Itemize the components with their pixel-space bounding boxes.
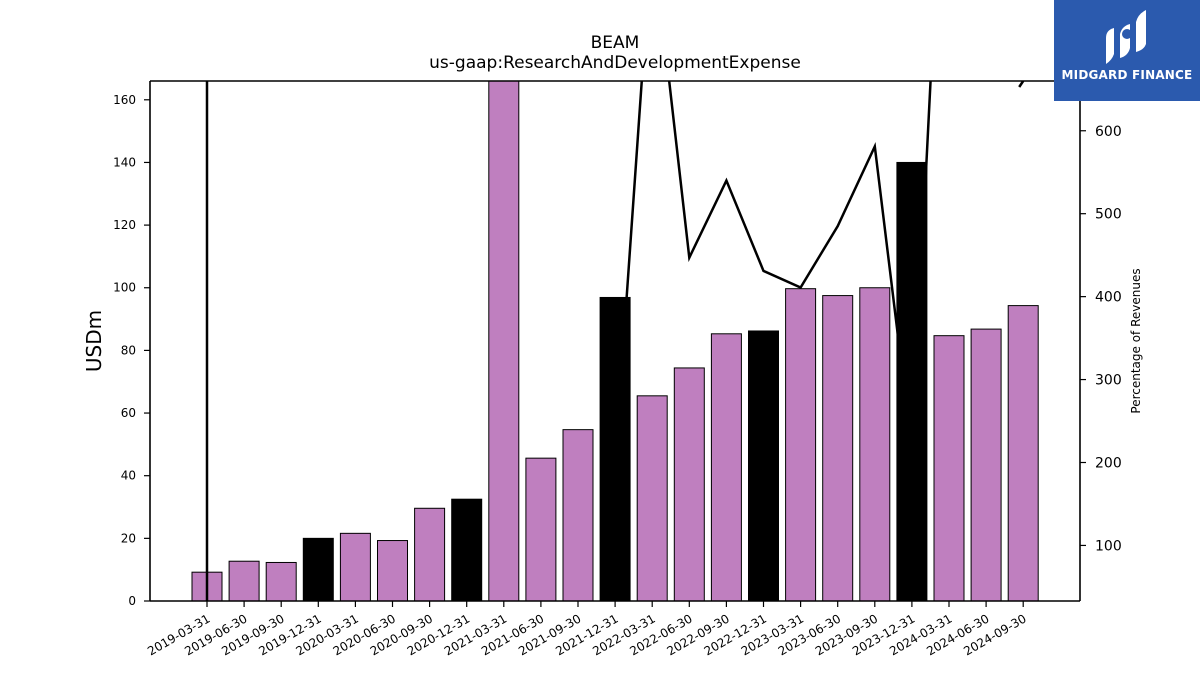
bar — [562, 429, 594, 602]
bar — [933, 335, 965, 602]
y-tick-label: 140 — [113, 155, 136, 169]
bar-group — [191, 80, 1039, 602]
chart-title: BEAM — [591, 33, 640, 53]
bar — [673, 367, 705, 602]
logo-mark-icon — [1106, 10, 1146, 64]
bar — [414, 507, 446, 602]
line-series-group — [205, 81, 1025, 601]
bar — [265, 561, 297, 602]
y2-tick-label: 100 — [1095, 538, 1122, 554]
bar — [859, 287, 891, 602]
bar — [710, 333, 742, 602]
bar — [822, 295, 854, 602]
y-tick-label: 40 — [121, 469, 136, 483]
y2-tick-label: 600 — [1095, 124, 1122, 140]
bar — [302, 537, 334, 602]
y2-tick-label: 300 — [1095, 373, 1122, 389]
y-tick-label: 20 — [121, 531, 136, 545]
y-tick-label: 80 — [121, 343, 136, 357]
bar — [636, 395, 668, 602]
bar — [339, 532, 371, 602]
bar — [525, 457, 557, 602]
y-tick-label: 160 — [113, 93, 136, 107]
y2-tick-label: 200 — [1095, 455, 1122, 471]
bar — [1007, 305, 1039, 602]
chart-subtitle: us-gaap:ResearchAndDevelopmentExpense — [429, 53, 801, 73]
y2-axis-label: Percentage of Revenues — [1129, 268, 1143, 413]
logo-text: MIDGARD FINANCE — [1061, 68, 1193, 82]
y-tick-label: 60 — [121, 406, 136, 420]
bar — [748, 330, 779, 602]
y2-tick-label: 500 — [1095, 207, 1122, 223]
bar — [451, 498, 483, 602]
bar — [488, 80, 520, 602]
y2-tick-label: 400 — [1095, 290, 1122, 306]
bar — [377, 540, 408, 602]
bar — [970, 328, 1002, 602]
bar — [785, 288, 817, 602]
y-tick-label: 120 — [113, 218, 136, 232]
y-tick-label: 100 — [113, 281, 136, 295]
line-series — [205, 81, 1025, 601]
bar — [228, 560, 260, 602]
brand-logo: MIDGARD FINANCE — [1054, 0, 1200, 101]
y-axis-label: USDm — [82, 310, 106, 372]
y-tick-label: 0 — [128, 594, 136, 608]
